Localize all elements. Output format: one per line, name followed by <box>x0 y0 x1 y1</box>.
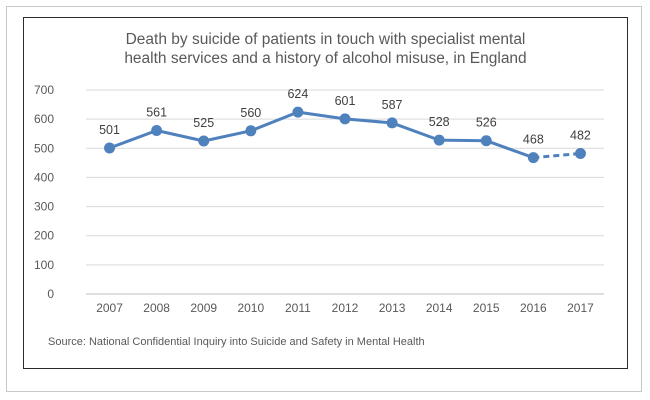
data-point <box>292 106 304 118</box>
data-label: 526 <box>476 116 497 130</box>
data-point <box>104 142 116 154</box>
data-label: 561 <box>146 106 167 120</box>
x-tick-label: 2015 <box>473 301 500 315</box>
series-line-solid <box>109 110 534 160</box>
x-tick-label: 2007 <box>96 301 123 315</box>
outer-frame <box>6 6 642 392</box>
data-point <box>527 152 539 164</box>
data-point <box>245 125 257 137</box>
x-tick-label: 2008 <box>143 301 170 315</box>
x-tick-label: 2010 <box>237 301 264 315</box>
data-point <box>339 113 351 125</box>
chart-title-line-1: Death by suicide of patients in touch wi… <box>125 31 526 48</box>
data-label: 501 <box>99 123 120 137</box>
y-tick-label: 600 <box>34 112 54 126</box>
y-tick-label: 0 <box>47 287 54 301</box>
data-label: 587 <box>382 98 403 112</box>
y-tick-label: 300 <box>34 200 54 214</box>
data-point <box>574 148 586 160</box>
chart-title-line-2: health services and a history of alcohol… <box>124 50 527 67</box>
data-label: 468 <box>523 133 544 147</box>
y-axis-ticks: 0 100 200 300 400 500 600 700 <box>34 83 54 301</box>
y-tick-label: 500 <box>34 141 54 155</box>
data-point <box>198 135 210 147</box>
data-label: 525 <box>193 116 214 130</box>
data-labels: 501 561 525 560 624 601 587 528 526 468 482 <box>99 87 591 146</box>
x-tick-label: 2014 <box>426 301 453 315</box>
data-label: 528 <box>429 115 450 129</box>
series-points <box>104 106 586 164</box>
series-line-dashed <box>533 152 581 160</box>
x-tick-label: 2009 <box>190 301 217 315</box>
x-tick-label: 2012 <box>332 301 359 315</box>
chart-frame: Death by suicide of patients in touch wi… <box>23 17 628 369</box>
data-label: 624 <box>287 87 308 101</box>
x-tick-label: 2016 <box>520 301 547 315</box>
x-tick-label: 2013 <box>379 301 406 315</box>
y-tick-label: 200 <box>34 229 54 243</box>
data-point <box>386 117 398 129</box>
chart-source: Source: National Confidential Inquiry in… <box>48 336 425 348</box>
data-point <box>433 134 445 146</box>
y-tick-label: 100 <box>34 258 54 272</box>
data-point <box>151 125 163 137</box>
x-tick-label: 2011 <box>285 301 311 315</box>
x-tick-label: 2017 <box>567 301 594 315</box>
data-label: 560 <box>240 106 261 120</box>
chart-title: Death by suicide of patients in touch wi… <box>24 30 627 68</box>
x-axis-ticks: 2007 2008 2009 2010 2011 2012 2013 2014 2015 2016… <box>96 301 594 315</box>
y-tick-label: 700 <box>34 83 54 97</box>
data-point <box>480 135 492 147</box>
series-line <box>109 110 581 160</box>
y-tick-label: 400 <box>34 170 54 184</box>
data-label: 482 <box>570 129 591 143</box>
data-label: 601 <box>335 94 356 108</box>
